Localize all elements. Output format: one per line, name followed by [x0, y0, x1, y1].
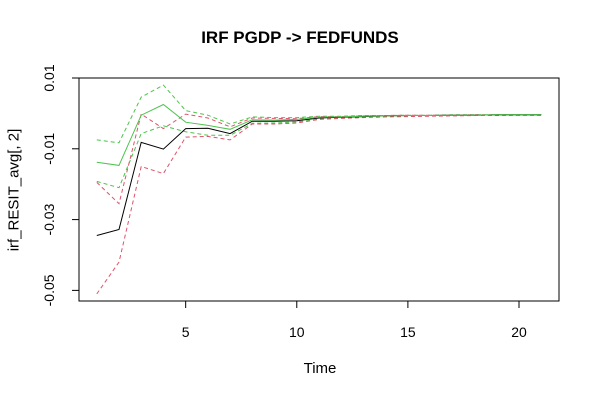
chart-title: IRF PGDP -> FEDFUNDS — [201, 28, 399, 47]
series-line-5 — [96, 114, 542, 295]
series-line-2 — [96, 84, 542, 144]
series-line-4 — [96, 113, 542, 205]
y-tick-label: 0.01 — [41, 64, 57, 91]
x-tick-label: 10 — [289, 324, 305, 340]
plot-frame — [78, 77, 560, 302]
x-axis-label: Time — [303, 360, 337, 377]
series-layer — [96, 84, 542, 295]
series-line-0 — [96, 114, 542, 236]
y-axis: -0.05 -0.03 -0.01 0.01 — [41, 64, 80, 306]
x-tick-label: 15 — [400, 324, 416, 340]
x-tick-label: 5 — [182, 324, 190, 340]
y-tick-label: -0.03 — [41, 203, 57, 235]
series-line-1 — [96, 103, 542, 166]
series-line-3 — [96, 114, 542, 189]
x-axis: 5 10 15 20 — [182, 300, 527, 340]
y-tick-label: -0.05 — [41, 274, 57, 306]
y-tick-label: -0.01 — [41, 133, 57, 165]
x-tick-label: 20 — [511, 324, 527, 340]
